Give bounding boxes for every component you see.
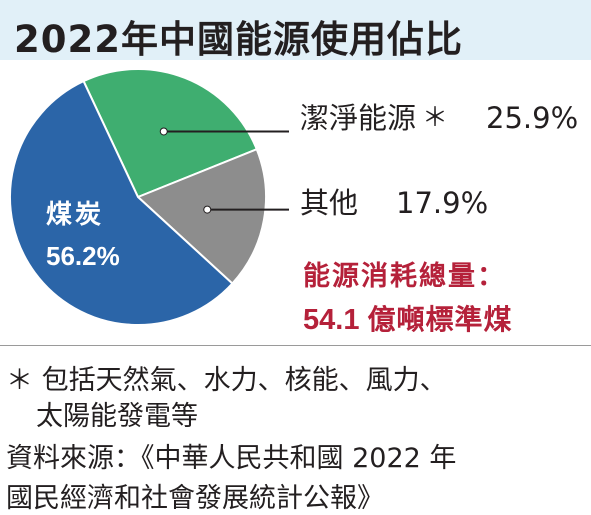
slice-value-other: 17.9% xyxy=(396,186,489,220)
total-label: 能源消耗總量： xyxy=(303,261,506,292)
legend-entry-clean-energy: 潔淨能源＊ 25.9% xyxy=(300,95,578,137)
pie-slice-clean-energy xyxy=(82,68,259,199)
total-value: 54.1 xyxy=(303,304,360,336)
leader-line-other-dot xyxy=(203,205,212,214)
total-value-line: 54.1 億噸標準煤 xyxy=(303,298,512,338)
slice-value-coal: 56.2% xyxy=(46,241,120,271)
slice-label-coal: 煤炭 xyxy=(46,200,105,230)
slice-value-clean-energy: 25.9% xyxy=(486,101,579,135)
leader-line-clean-energy-dot xyxy=(159,127,168,136)
total-unit: 億噸標準煤 xyxy=(367,303,513,336)
slice-label-clean-energy: 潔淨能源 xyxy=(300,101,417,135)
slice-label-other: 其他 xyxy=(300,186,359,220)
pie-chart xyxy=(9,68,289,326)
pie-slice-other xyxy=(136,147,267,285)
footnote-marker: ＊ xyxy=(422,103,449,133)
source-line-1: 資料來源：《中華人民共和國 2022 年 xyxy=(6,443,457,474)
title-bar: 2022年中國能源使用佔比 xyxy=(0,0,591,61)
footnote-line-2: 太陽能發電等 xyxy=(36,401,198,432)
source-line-2: 國民經濟和社會發展統計公報》 xyxy=(6,483,384,514)
divider xyxy=(0,345,591,346)
pie-slice-coal xyxy=(9,79,234,326)
chart-title: 2022年中國能源使用佔比 xyxy=(14,18,463,61)
footnote-line-1: ＊ 包括天然氣、水力、核能、風力、 xyxy=(6,365,447,396)
legend-entry-other: 其他 17.9% xyxy=(300,180,488,222)
